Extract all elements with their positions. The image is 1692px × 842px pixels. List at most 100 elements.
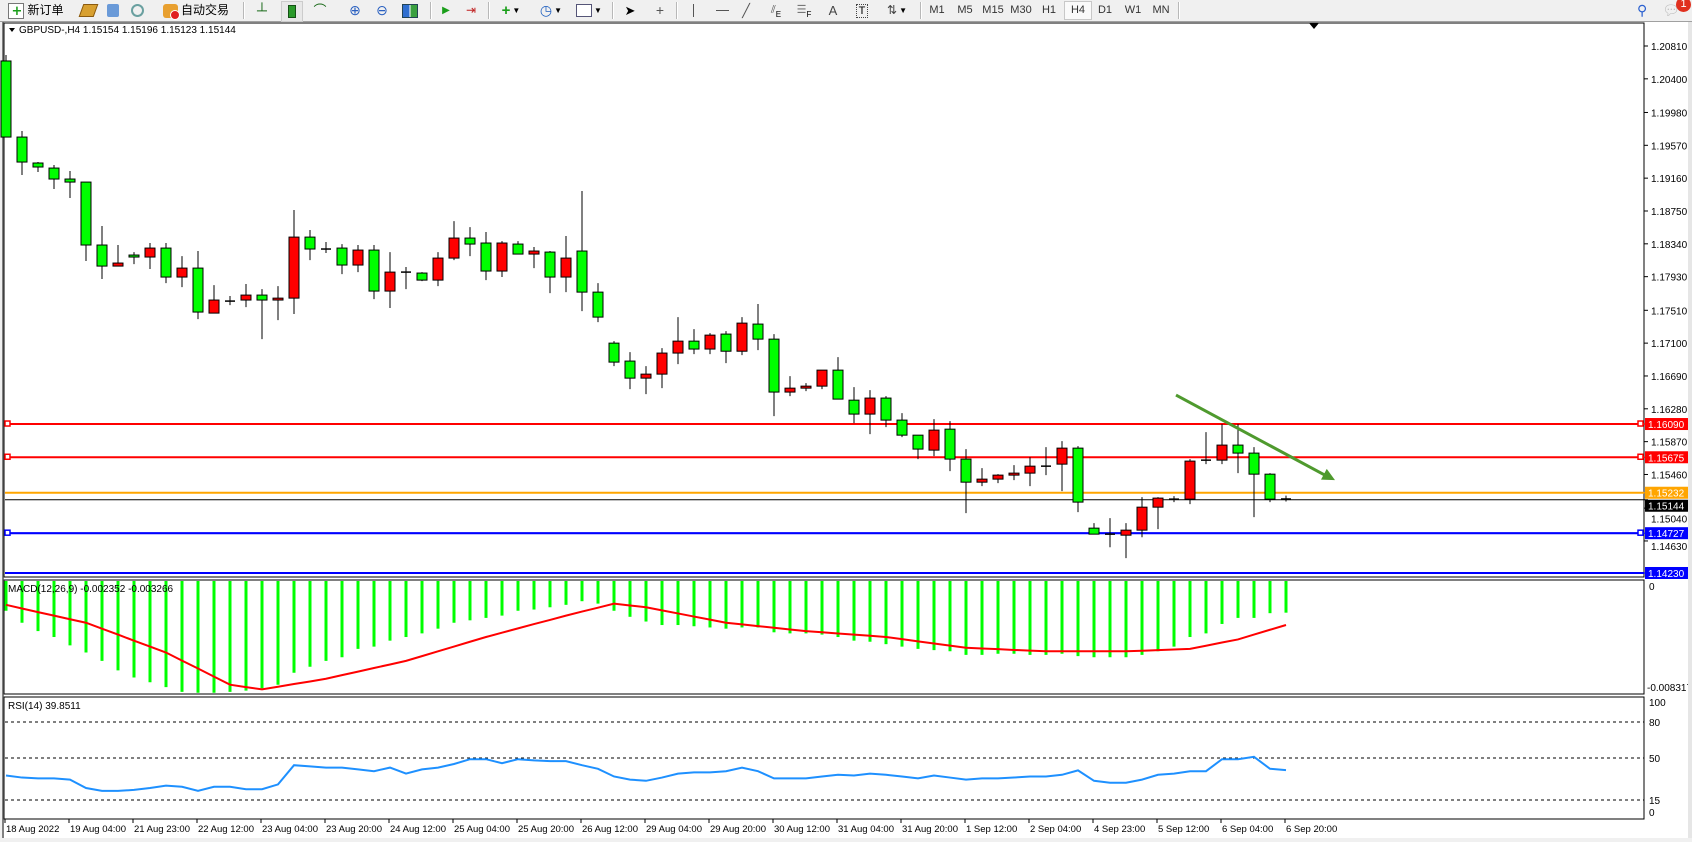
candle[interactable] xyxy=(480,232,492,281)
navigator-button[interactable] xyxy=(103,1,123,20)
vertical-line-tool[interactable] xyxy=(683,1,703,20)
candle[interactable] xyxy=(256,289,268,340)
candle[interactable] xyxy=(576,190,588,312)
auto-scroll-button[interactable]: ▶ xyxy=(436,1,456,20)
text-tool[interactable]: A xyxy=(823,1,843,20)
auto-trading-button[interactable]: 自动交易 xyxy=(152,1,240,20)
candle[interactable] xyxy=(1216,424,1228,465)
crosshair-tool[interactable]: + xyxy=(650,1,670,20)
candle[interactable] xyxy=(144,243,156,270)
candle[interactable] xyxy=(976,468,988,487)
chart-shift-button[interactable]: ⇥ xyxy=(461,1,481,20)
candle[interactable] xyxy=(192,251,204,320)
candle[interactable] xyxy=(1248,447,1260,518)
candle[interactable] xyxy=(848,387,860,424)
zoom-out-button[interactable]: ⊖ xyxy=(372,1,392,20)
candle[interactable] xyxy=(960,449,972,514)
candle[interactable] xyxy=(225,296,235,306)
new-order-button[interactable]: + 新订单 xyxy=(4,1,68,20)
trendline-tool[interactable]: ╱ xyxy=(736,1,756,20)
candle[interactable] xyxy=(176,256,188,288)
candle[interactable] xyxy=(912,434,924,460)
equidistant-channel-tool[interactable]: ⫽ E xyxy=(765,1,787,20)
timeframe-m30[interactable]: M30 xyxy=(1010,4,1032,16)
candle[interactable] xyxy=(800,383,812,392)
trendline-arrow[interactable] xyxy=(1175,393,1326,477)
horizontal-line-tool[interactable] xyxy=(712,1,732,20)
timeframe-m1[interactable]: M1 xyxy=(929,4,945,16)
candle[interactable] xyxy=(784,376,796,397)
candle[interactable] xyxy=(560,236,572,293)
candle[interactable] xyxy=(672,317,684,365)
candle[interactable] xyxy=(208,285,220,314)
chart-shift-marker[interactable] xyxy=(1309,23,1319,29)
chart-canvas[interactable]: GBPUSD-,H4 1.15154 1.15196 1.15123 1.151… xyxy=(0,22,1688,842)
line-handle[interactable] xyxy=(1637,420,1644,427)
candle[interactable] xyxy=(48,165,60,190)
candle[interactable] xyxy=(304,230,316,261)
candle[interactable] xyxy=(384,252,396,309)
candle[interactable] xyxy=(16,131,28,176)
candle[interactable] xyxy=(1184,459,1196,505)
candle[interactable] xyxy=(496,241,508,278)
candle[interactable] xyxy=(832,357,844,400)
candle[interactable] xyxy=(720,331,732,364)
candle[interactable] xyxy=(896,413,908,438)
fibonacci-tool[interactable]: ☰ F xyxy=(793,1,815,20)
candle[interactable] xyxy=(1136,497,1148,538)
candle[interactable] xyxy=(1120,523,1132,559)
candle[interactable] xyxy=(768,334,780,417)
candle[interactable] xyxy=(736,317,748,356)
timeframe-w1[interactable]: W1 xyxy=(1124,4,1142,16)
bar-chart-button[interactable]: ┴ xyxy=(252,1,272,20)
tile-windows-button[interactable] xyxy=(400,1,420,20)
candlestick-chart-button[interactable] xyxy=(281,1,303,22)
line-handle[interactable] xyxy=(4,453,11,461)
candle[interactable] xyxy=(880,396,892,428)
line-handle[interactable] xyxy=(4,529,11,536)
candle[interactable] xyxy=(1105,518,1115,548)
candle[interactable] xyxy=(128,252,140,265)
candle[interactable] xyxy=(752,304,764,351)
candle[interactable] xyxy=(272,286,284,321)
candle[interactable] xyxy=(416,272,428,282)
candle[interactable] xyxy=(1264,473,1276,503)
candle[interactable] xyxy=(1169,496,1179,503)
line-handle[interactable] xyxy=(4,420,11,427)
periods-dropdown[interactable]: ◷ ▼ xyxy=(535,1,567,20)
cursor-tool[interactable]: ➤ xyxy=(620,1,640,20)
line-handle[interactable] xyxy=(1637,529,1644,536)
candle[interactable] xyxy=(432,252,444,287)
zoom-in-button[interactable]: ⊕ xyxy=(345,1,365,20)
text-label-tool[interactable]: T xyxy=(852,1,872,20)
candle[interactable] xyxy=(928,419,940,457)
candle[interactable] xyxy=(528,247,540,269)
candle[interactable] xyxy=(401,267,411,290)
timeframe-d1[interactable]: D1 xyxy=(1097,4,1113,16)
candle[interactable] xyxy=(240,284,252,308)
search-button[interactable]: ⚲ xyxy=(1632,1,1652,20)
candle[interactable] xyxy=(1088,523,1100,535)
candle[interactable] xyxy=(160,243,172,284)
candle[interactable] xyxy=(704,333,716,355)
candle[interactable] xyxy=(1024,457,1036,487)
candle[interactable] xyxy=(816,369,828,390)
candle[interactable] xyxy=(1152,497,1164,530)
candle[interactable] xyxy=(0,54,12,138)
candle[interactable] xyxy=(1041,447,1051,476)
candle[interactable] xyxy=(592,283,604,323)
market-watch-button[interactable] xyxy=(78,1,98,20)
candle[interactable] xyxy=(1056,441,1068,492)
line-handle[interactable] xyxy=(1637,453,1644,461)
indicators-dropdown[interactable]: + ▼ xyxy=(495,1,527,20)
candle[interactable] xyxy=(1201,432,1211,465)
notifications-button[interactable]: 💬︎ xyxy=(1660,1,1682,20)
candle[interactable] xyxy=(464,227,476,257)
candle[interactable] xyxy=(944,421,956,472)
candle[interactable] xyxy=(368,245,380,300)
candle[interactable] xyxy=(688,329,700,355)
window-scrollbar[interactable] xyxy=(1688,22,1692,838)
candle[interactable] xyxy=(32,162,44,173)
candle[interactable] xyxy=(624,352,636,390)
candle[interactable] xyxy=(1281,495,1291,502)
